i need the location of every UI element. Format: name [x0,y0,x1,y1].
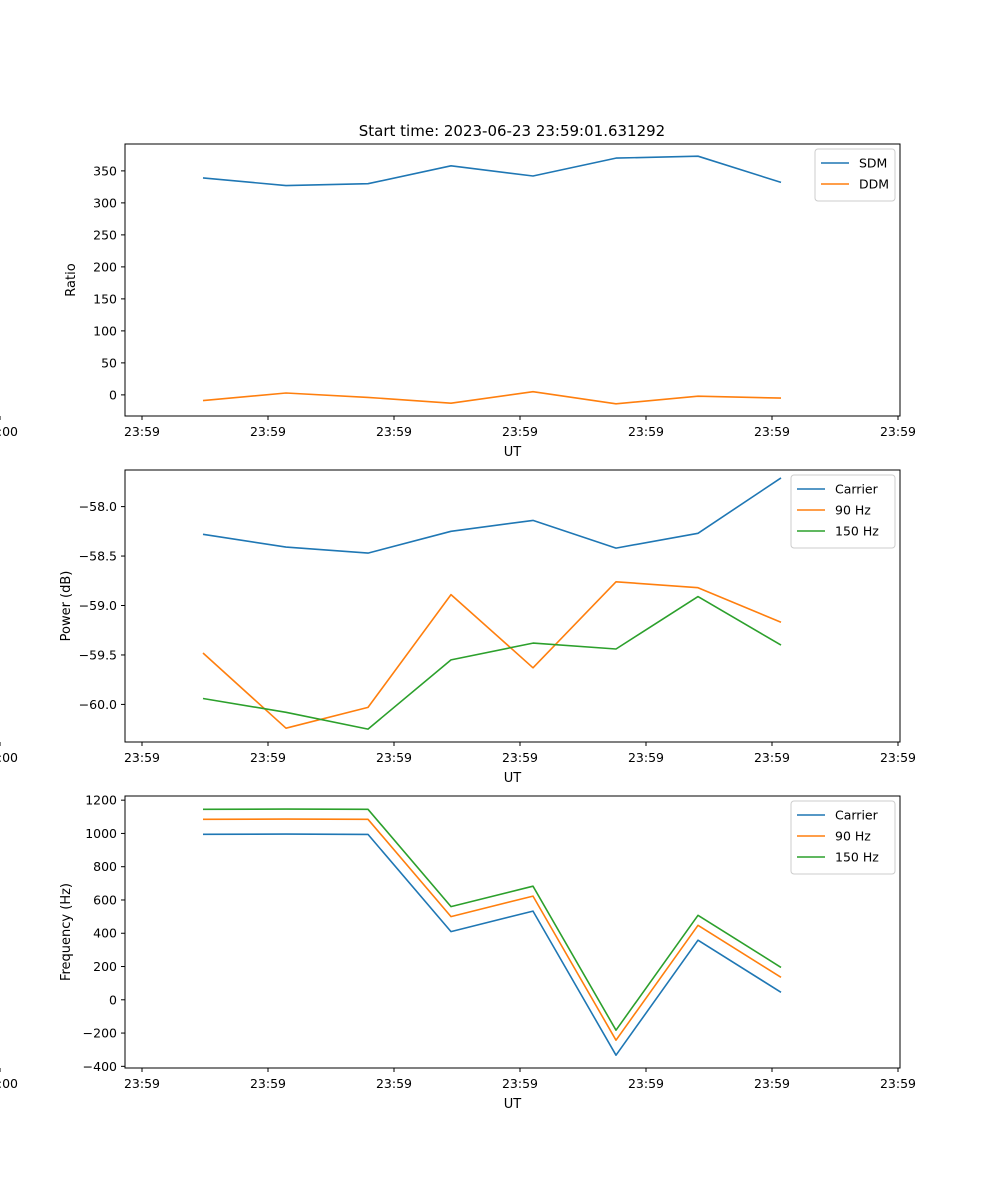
legend-label: 150 Hz [835,524,879,539]
x-tick-label: 23:59 [376,750,412,765]
series-line-ddm [202,390,782,405]
x-tick-label: 00:00 [0,750,18,765]
x-tick-label: 23:59 [124,1076,160,1091]
ratio-panel: 0 50 100 150 200 250 300 350 23:59 23:59 23:59 23:5… [0,143,916,460]
x-tick-label: 00:00 [0,424,18,439]
y-tick-label: −59.5 [79,647,117,662]
legend-box [790,800,896,875]
x-tick-label: 23:59 [376,424,412,439]
x-tick-label: 23:59 [124,424,160,439]
series-line-150-hz [202,595,782,730]
x-tick-label: 23:59 [502,750,538,765]
y-tick-label: 150 [93,291,117,306]
y-tick-label: −60.0 [79,697,117,712]
y-tick-label: 800 [93,859,117,874]
legend-label: SDM [859,156,887,171]
y-axis-label: Frequency (Hz) [59,883,74,981]
y-axis-label: Ratio [64,263,79,296]
x-tick-label: 23:59 [376,1076,412,1091]
x-tick-label: 23:59 [628,750,664,765]
legend-box [790,474,896,549]
legend-label: 150 Hz [835,850,879,865]
x-tick-label: 23:59 [502,424,538,439]
legend-label: Carrier [835,808,879,823]
y-tick-label: 100 [93,323,117,338]
y-tick-label: 300 [93,195,117,210]
frequency-panel: −400 −200 0 200 400 600 800 1000 1200 23:59 23:59 2… [0,793,916,1112]
y-tick-label: 350 [93,163,117,178]
series-line-carrier [202,477,782,554]
y-axis-label: Power (dB) [59,571,74,642]
x-tick-label: 23:59 [628,1076,664,1091]
x-tick-label: 23:59 [124,750,160,765]
x-axis-label: UT [504,771,522,786]
y-tick-label: −59.0 [79,598,117,613]
x-tick-label: 00:00 [0,1076,18,1091]
axes-frame [124,795,901,1069]
x-tick-label: 23:59 [880,424,916,439]
y-tick-label: 0 [109,387,117,402]
legend-label: 90 Hz [835,829,871,844]
x-tick-label: 23:59 [502,1076,538,1091]
x-tick-label: 23:59 [880,1076,916,1091]
y-tick-label: 50 [101,355,117,370]
x-axis-label: UT [504,1097,522,1112]
y-tick-label: 1000 [85,826,117,841]
y-tick-label: 200 [93,959,117,974]
x-tick-label: 23:59 [754,1076,790,1091]
legend-label: 90 Hz [835,503,871,518]
y-tick-label: 600 [93,892,117,907]
y-tick-label: −200 [83,1026,117,1041]
y-tick-label: −58.5 [79,549,117,564]
x-tick-label: 23:59 [250,750,286,765]
y-tick-label: 400 [93,926,117,941]
y-tick-label: 0 [109,992,117,1007]
legend-label: Carrier [835,482,879,497]
x-axis-label: UT [504,445,522,460]
legend: Carrier 90 Hz 150 Hz [790,800,896,875]
series-line-sdm [202,155,782,187]
x-tick-label: 23:59 [250,1076,286,1091]
figure-title: Start time: 2023-06-23 23:59:01.631292 [359,122,665,140]
y-tick-label: 1200 [85,793,117,808]
y-tick-label: 200 [93,259,117,274]
y-tick-label: −58.0 [79,499,117,514]
axes-frame [124,143,901,417]
y-tick-label: 250 [93,227,117,242]
y-tick-label: −400 [83,1059,117,1074]
power-panel: −60.0 −59.5 −59.0 −58.5 −58.0 23:59 23:59 23:59… [0,469,916,786]
series-line-90-hz [202,818,782,1041]
legend: SDM DDM [814,148,896,202]
x-tick-label: 23:59 [754,750,790,765]
x-tick-label: 23:59 [250,424,286,439]
legend: Carrier 90 Hz 150 Hz [790,474,896,549]
series-line-90-hz [202,580,782,730]
legend-box [814,148,896,202]
x-tick-label: 23:59 [628,424,664,439]
x-tick-label: 23:59 [880,750,916,765]
x-tick-label: 23:59 [754,424,790,439]
series-line-carrier [202,833,782,1056]
series-line-150-hz [202,808,782,1031]
legend-label: DDM [859,177,889,192]
